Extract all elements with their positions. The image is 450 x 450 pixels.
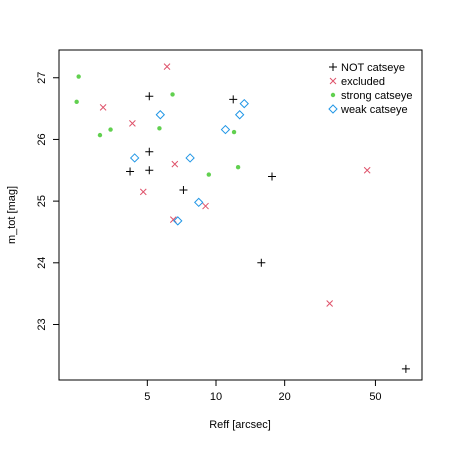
legend-symbol-0: [329, 63, 337, 71]
point-s3-0: [155, 110, 166, 120]
legend-label-2: strong catseye: [341, 90, 413, 102]
point-s3-7: [239, 98, 249, 109]
x-tick-label-0: 5: [144, 391, 150, 403]
point-s3-2: [185, 153, 195, 163]
point-s3-3: [194, 197, 204, 208]
point-s3-6: [234, 110, 245, 120]
point-s0-2: [145, 147, 154, 156]
y-axis-label: m_tot [mag]: [6, 186, 18, 244]
point-s0-8: [401, 364, 410, 373]
legend-symbol-2: [330, 92, 336, 98]
x-axis: 5 10 20 50: [144, 380, 382, 403]
point-s0-5: [179, 186, 188, 195]
legend: NOT catseye excluded strong catseye weak ca…: [314, 58, 420, 121]
point-s2-7: [206, 172, 212, 177]
point-s0-0: [145, 92, 154, 101]
legend-label-0: NOT catseye: [341, 62, 405, 74]
legend-box: [314, 58, 420, 121]
point-s1-8: [363, 166, 371, 174]
y-axis: 23 24 25 26 27: [36, 72, 59, 331]
x-tick-label-1: 10: [210, 391, 222, 403]
point-s2-4: [157, 126, 162, 131]
y-tick-label-3: 26: [36, 133, 48, 145]
y-tick-label-4: 27: [36, 72, 48, 84]
y-tick-label-1: 24: [36, 257, 48, 269]
point-s1-7: [326, 300, 334, 307]
point-s1-4: [171, 160, 179, 168]
point-s0-3: [126, 167, 135, 176]
x-tick-label-2: 20: [279, 391, 291, 403]
legend-label-1: excluded: [341, 76, 385, 88]
point-s3-4: [173, 216, 183, 226]
point-s3-5: [220, 124, 231, 135]
y-tick-label-0: 23: [36, 318, 48, 330]
point-s2-5: [170, 92, 175, 97]
point-s3-1: [129, 153, 140, 163]
legend-symbol-3: [328, 104, 338, 114]
plot-frame: [58, 49, 423, 381]
x-axis-label: Reff [arcsec]: [209, 419, 271, 431]
point-s1-6: [202, 202, 209, 210]
x-tick-label-3: 50: [369, 391, 381, 403]
data-points: [74, 63, 410, 373]
point-s1-5: [169, 216, 177, 223]
point-s0-4: [145, 166, 154, 175]
point-s2-1: [74, 99, 79, 105]
point-s2-2: [97, 132, 103, 138]
point-s0-6: [268, 172, 276, 181]
point-s2-3: [108, 127, 113, 132]
legend-label-3: weak catseye: [340, 104, 408, 116]
point-s1-3: [139, 188, 147, 196]
point-s2-8: [235, 164, 241, 170]
point-s1-0: [163, 63, 171, 71]
point-s2-0: [76, 74, 81, 79]
point-s0-1: [229, 95, 238, 104]
point-s0-7: [257, 258, 266, 267]
point-s1-2: [129, 120, 136, 127]
point-s1-1: [99, 104, 107, 111]
y-tick-label-2: 25: [36, 195, 48, 207]
point-s2-6: [231, 129, 237, 135]
legend-symbol-1: [329, 77, 337, 85]
